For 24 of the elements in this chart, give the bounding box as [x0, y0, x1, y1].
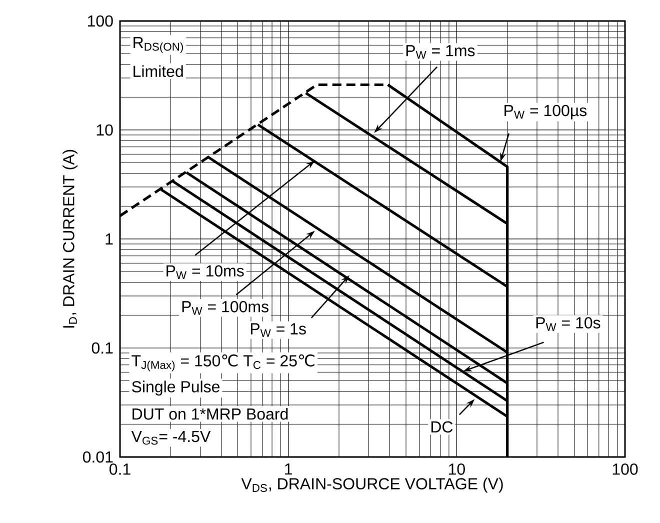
- annotation: P$_{W}$ = 10ms: [166, 265, 244, 279]
- annotation: P$_{W}$ = 100µs: [504, 104, 587, 120]
- annotation: DC: [431, 421, 453, 433]
- x-tick-label: 10: [448, 464, 465, 475]
- annotation: P$_{W}$ = 10s: [536, 317, 600, 331]
- annotation: Single Pulse: [132, 380, 220, 396]
- annotation: P$_{W}$ = 100ms: [182, 301, 268, 315]
- x-tick-label: 1: [285, 464, 292, 475]
- y-axis-title: I$_{D}$, DRAIN CURRENT (A): [62, 150, 78, 328]
- y-tick-label: 1: [106, 233, 113, 244]
- y-tick-label: 0.01: [82, 451, 113, 463]
- annotation: P$_{W}$ = 1s: [250, 323, 306, 337]
- x-axis-title: V$_{DS}$, DRAIN-SOURCE VOLTAGE (V): [241, 478, 503, 493]
- annotation: DUT on 1*MRP Board: [132, 408, 288, 420]
- x-tick-label: 100: [612, 464, 638, 475]
- x-tick-label: 0.1: [110, 464, 130, 475]
- y-tick-label: 10: [96, 124, 113, 136]
- annotation: T$_{J(Max)}$ = 150℃ T$_{C}$ = 25℃: [132, 354, 314, 372]
- annotation: R$_{DS(ON)}$: [134, 37, 183, 53]
- annotation: P$_{W}$ = 1ms: [406, 45, 475, 59]
- y-tick-label: 100: [88, 15, 113, 27]
- y-tick-label: 0.1: [92, 342, 113, 354]
- annotation: Limited: [134, 65, 183, 78]
- annotation: V$_{GS}$= -4.5V: [131, 430, 211, 445]
